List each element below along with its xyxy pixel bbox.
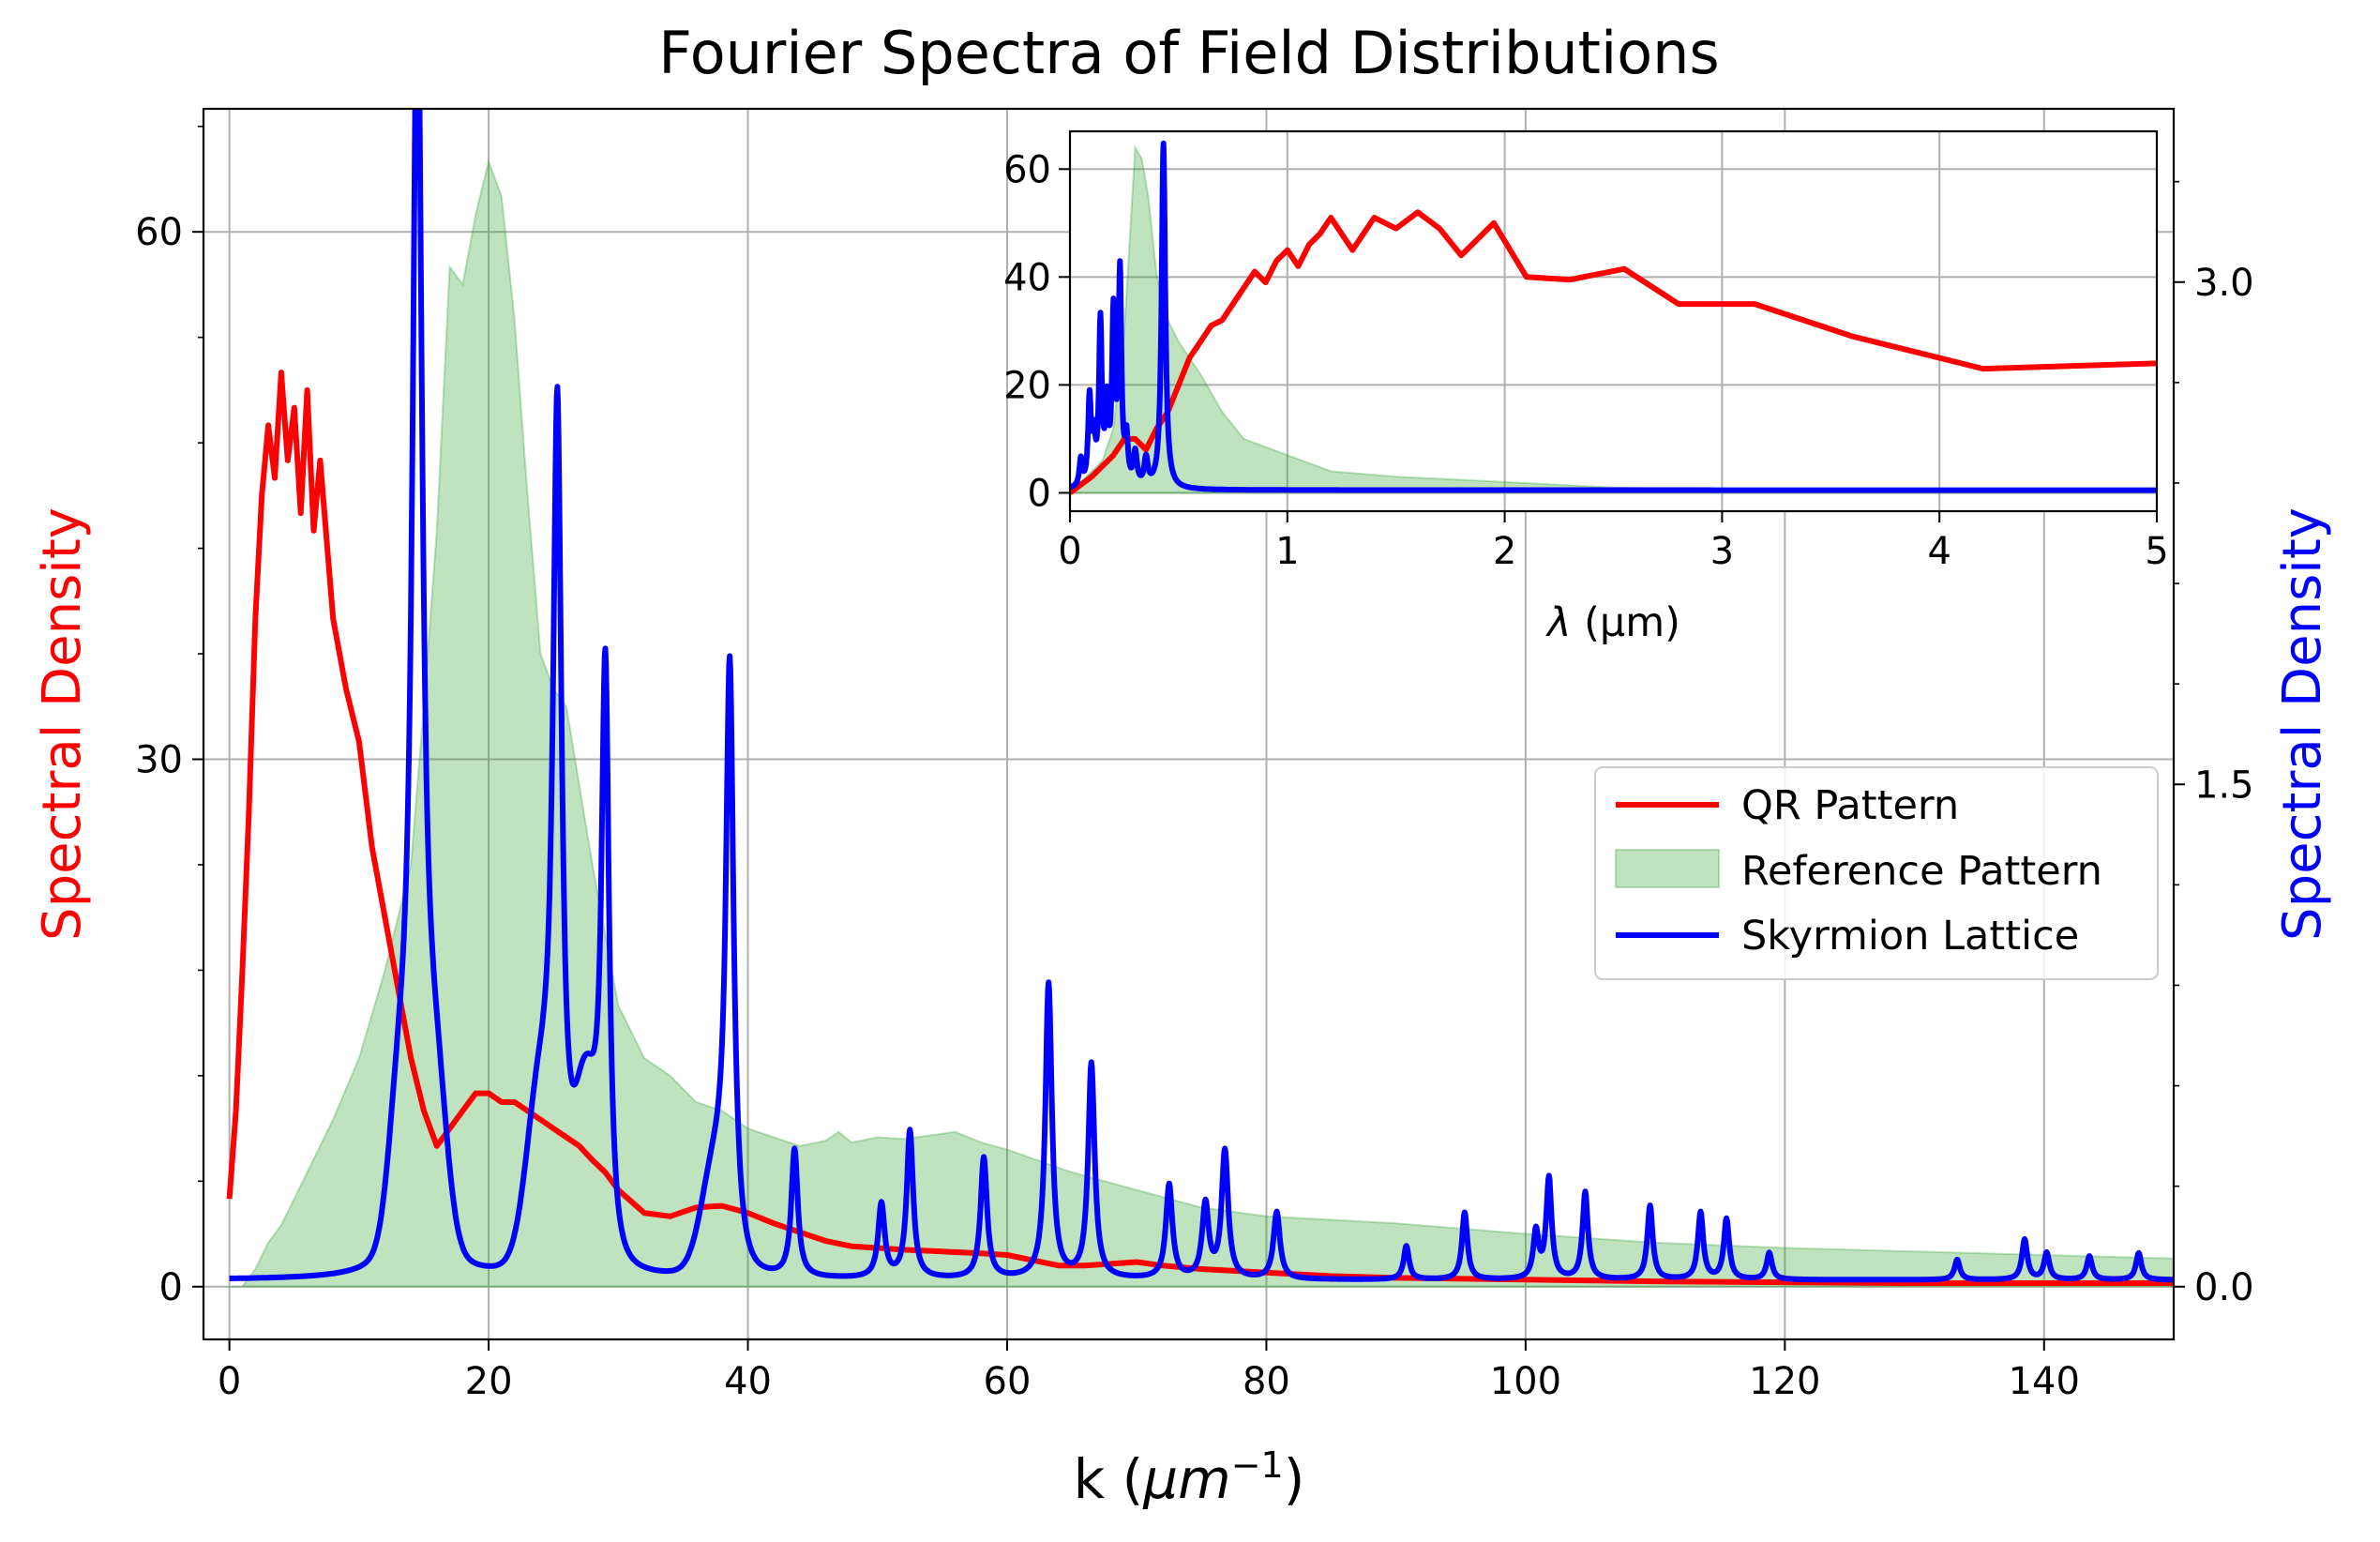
inset-x-axis-label-var: λ (1545, 599, 1571, 646)
x-tick-label: 60 (984, 1360, 1032, 1403)
x-tick-label: 120 (1749, 1360, 1820, 1403)
inset-y-tick-label: 20 (1003, 364, 1051, 407)
main-y-ticks-left: 0 30 60 (135, 125, 203, 1309)
inset-x-tick-label: 2 (1493, 530, 1516, 573)
inset-y-ticks: 0 20 40 60 (1003, 148, 1070, 515)
inset-x-tick-label: 4 (1927, 530, 1951, 573)
inset-series (1070, 140, 2157, 495)
y-tick-label-left: 30 (135, 738, 183, 781)
main-plot-frame (202, 107, 2176, 1341)
main-series (226, 109, 2174, 1288)
x-axis-label-base: k ( (1074, 1447, 1144, 1511)
legend-swatch-reference (1615, 849, 1720, 888)
inset-x-tick-label: 1 (1275, 530, 1299, 573)
legend-label-skyrmion: Skyrmion Lattice (1741, 913, 2079, 960)
y-tick-label-right: 0.0 (2194, 1266, 2254, 1309)
inset-x-tick-label: 3 (1710, 530, 1734, 573)
y-tick-label-right: 1.5 (2194, 763, 2254, 807)
inset-y-tick-label: 60 (1003, 148, 1051, 191)
inset-x-axis-label-unit: (μm) (1571, 599, 1680, 646)
inset-x-tick-label: 0 (1058, 530, 1081, 573)
x-tick-label: 140 (2009, 1360, 2080, 1403)
legend: QR Pattern Reference Pattern Skyrmion La… (1594, 766, 2159, 980)
legend-label-qr: QR Pattern (1741, 782, 1959, 829)
main-x-ticks: 0 20 40 60 80 100 120 140 (218, 1339, 2080, 1403)
x-tick-label: 100 (1490, 1360, 1561, 1403)
x-axis-label-close: ) (1284, 1447, 1305, 1511)
series-qr-line (226, 370, 2174, 1286)
inset-x-ticks: 0 1 2 3 4 5 (1058, 511, 2169, 573)
y-tick-label-left: 0 (159, 1266, 183, 1309)
x-tick-label: 40 (724, 1360, 772, 1403)
x-tick-label: 80 (1243, 1360, 1290, 1403)
series-reference-area (226, 158, 2174, 1288)
inset-x-tick-label: 5 (2145, 530, 2168, 573)
inset-frame (1068, 129, 2159, 513)
inset-background (1070, 131, 2157, 511)
inset-y-tick-label: 40 (1003, 256, 1051, 299)
legend-label-reference: Reference Pattern (1741, 848, 2102, 895)
x-axis-label-exponent: −1 (1231, 1444, 1284, 1486)
y-tick-label-left: 60 (135, 211, 183, 254)
inset-y-tick-label: 0 (1028, 472, 1051, 515)
inset-x-axis-label: λ (μm) (1545, 599, 1680, 646)
y-axis-label-left: Spectral Density (32, 507, 93, 941)
inset-plot: 0 1 2 3 4 5 0 20 40 60 λ (μm) (1003, 129, 2169, 646)
y-axis-label-right: Spectral Density (2272, 507, 2333, 941)
main-y-ticks-right: 0.0 1.5 3.0 (2174, 180, 2254, 1309)
x-tick-label: 20 (465, 1360, 513, 1403)
y-tick-label-right: 3.0 (2194, 262, 2254, 305)
inset-series-skyrmion-line (1070, 140, 2157, 493)
x-tick-label: 0 (218, 1360, 241, 1403)
x-axis-label: k (μm−1) (1074, 1444, 1305, 1511)
x-axis-label-unit: μm (1142, 1447, 1230, 1511)
series-skyrmion-line (227, 109, 2174, 1283)
legend-frame (1594, 766, 2159, 980)
chart-title: Fourier Spectra of Field Distributions (658, 19, 1719, 87)
